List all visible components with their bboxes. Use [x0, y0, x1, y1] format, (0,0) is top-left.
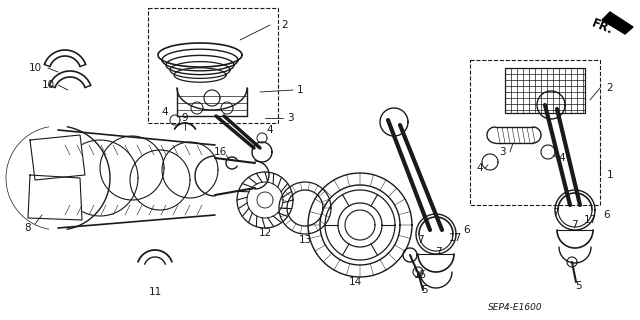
Text: 17: 17 — [449, 233, 461, 243]
Text: 13: 13 — [298, 235, 312, 245]
Text: 11: 11 — [148, 287, 162, 297]
Text: 2: 2 — [607, 83, 613, 93]
Text: 5: 5 — [575, 281, 581, 291]
Text: 16: 16 — [213, 147, 227, 157]
Text: 3: 3 — [499, 147, 506, 157]
Text: SEP4-E1600: SEP4-E1600 — [488, 303, 543, 313]
Text: 8: 8 — [25, 223, 31, 233]
Text: 1: 1 — [297, 85, 303, 95]
Text: 2: 2 — [282, 20, 288, 30]
Text: FR.: FR. — [590, 17, 615, 37]
Polygon shape — [602, 12, 633, 34]
Text: 7: 7 — [417, 235, 423, 245]
Text: 7: 7 — [571, 220, 577, 230]
Text: 4: 4 — [559, 153, 565, 163]
Bar — [505, 68, 585, 113]
Polygon shape — [30, 135, 85, 180]
Text: 5: 5 — [422, 285, 428, 295]
Text: 15: 15 — [413, 270, 427, 280]
Text: 9: 9 — [182, 113, 188, 123]
Text: 1: 1 — [607, 170, 613, 180]
Text: 6: 6 — [464, 225, 470, 235]
Text: 4: 4 — [162, 107, 168, 117]
Text: 7: 7 — [552, 208, 558, 218]
Text: 14: 14 — [348, 277, 362, 287]
Text: 10: 10 — [28, 63, 42, 73]
Text: 7: 7 — [435, 247, 442, 257]
Text: 4: 4 — [267, 125, 273, 135]
Polygon shape — [28, 175, 82, 220]
Text: 4: 4 — [477, 163, 483, 173]
Text: 17: 17 — [584, 215, 596, 225]
Text: 6: 6 — [604, 210, 611, 220]
Text: 12: 12 — [259, 228, 271, 238]
Text: 10: 10 — [42, 80, 54, 90]
Text: 3: 3 — [287, 113, 293, 123]
